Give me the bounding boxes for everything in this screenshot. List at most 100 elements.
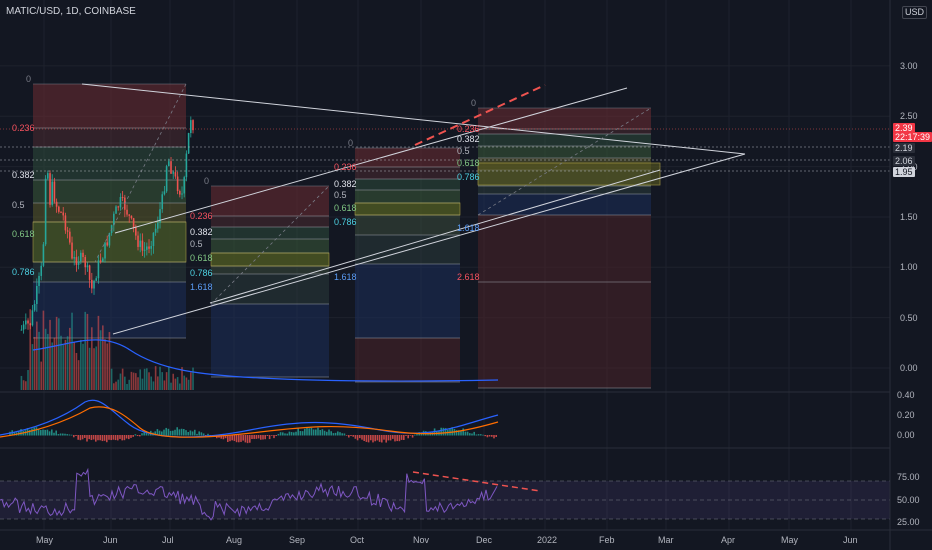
macd-histogram-bar [125, 435, 128, 439]
macd-histogram-bar [323, 430, 326, 436]
macd-histogram-bar [185, 430, 187, 436]
candle-body [159, 209, 161, 223]
macd-histogram-bar [128, 435, 130, 440]
rsi-axis-label: 25.00 [897, 517, 920, 527]
macd-histogram-bar [345, 435, 348, 436]
fib-retracement-boxes[interactable] [32, 83, 661, 389]
macd-histogram-bar [271, 435, 273, 436]
candle-body [157, 222, 159, 229]
macd-histogram-bar [187, 432, 189, 436]
candle-body [22, 324, 25, 330]
macd-histogram-bar [308, 428, 310, 436]
macd-histogram-bar [40, 430, 42, 436]
fib-label: 0 [471, 98, 477, 108]
volume-bar [77, 360, 80, 390]
candle-body [106, 242, 109, 246]
fib-label: 1.618 [457, 223, 480, 233]
currency-button[interactable]: USD [902, 6, 928, 19]
macd-histogram-bar [20, 429, 22, 436]
volume-bar [84, 311, 87, 390]
candle-body [179, 191, 181, 195]
macd-histogram-bar [409, 435, 412, 436]
volume-bar [25, 381, 27, 390]
macd-histogram-bar [352, 435, 354, 437]
macd-histogram-bar [361, 435, 363, 440]
macd-histogram-bar [367, 435, 370, 443]
fib-label: 0.786 [12, 267, 35, 277]
trendline-drawings[interactable] [0, 83, 890, 335]
volume-ma-line [32, 339, 499, 382]
candle-body [119, 197, 122, 208]
price-axis-label: 0.00 [900, 363, 918, 373]
macd-histogram-bar [200, 432, 203, 436]
candle-body [55, 201, 58, 207]
candle-body [172, 172, 175, 174]
volume-bar [42, 310, 45, 390]
candle-body [104, 242, 106, 259]
macd-histogram-bar [260, 435, 262, 440]
candle-body [93, 280, 95, 289]
volume-bar [66, 336, 69, 390]
macd-histogram-bar [101, 435, 104, 442]
macd-histogram-bar [315, 429, 317, 436]
macd-histogram-bar [334, 432, 337, 436]
volume-bar [121, 368, 124, 390]
macd-histogram-bar [73, 435, 75, 438]
macd-histogram-bar [75, 435, 77, 436]
macd-histogram-bar [249, 435, 251, 443]
macd-histogram-bar [196, 433, 198, 436]
volume-bar [157, 376, 159, 390]
macd-histogram-bar [114, 435, 117, 441]
macd-histogram-bar [473, 431, 475, 436]
macd-histogram-bar [460, 431, 462, 436]
macd-histogram-bar [398, 435, 401, 442]
macd-histogram-bar [469, 433, 471, 436]
candle-body [185, 153, 188, 178]
fib-label: 0.382 [457, 134, 480, 144]
candle-body [113, 213, 115, 226]
macd-histogram-bar [493, 435, 495, 439]
candle-body [115, 206, 117, 214]
macd-histogram-bar [134, 434, 137, 436]
fib-golden-zone [354, 202, 461, 216]
macd-histogram-bar [64, 433, 66, 436]
macd-histogram-bar [343, 433, 346, 436]
price-tag: 2.19 [893, 143, 915, 153]
candle-body [148, 246, 150, 249]
price-axis-label: 0.50 [900, 312, 918, 323]
macd-histogram-bar [350, 435, 352, 437]
fib-label: 1.618 [334, 272, 357, 282]
macd-histogram-bar [136, 435, 139, 437]
macd-histogram-bar [293, 432, 295, 436]
macd-histogram-bar [488, 435, 491, 437]
macd-histogram-bar [145, 431, 148, 436]
countdown-tag: 22:17:39 [893, 132, 932, 142]
macd-histogram-bar [242, 435, 244, 441]
time-axis-label: Apr [721, 535, 736, 545]
fib-band [33, 180, 186, 203]
macd-histogram-bar [389, 435, 392, 441]
candle-body [130, 215, 133, 219]
symbol-title[interactable]: MATIC/USD, 1D, COINBASE [6, 6, 136, 17]
candle-body [187, 133, 190, 154]
volume-bar [88, 347, 91, 390]
macd-axis-label: 0.20 [897, 410, 915, 420]
fib-band [33, 262, 186, 282]
volume-bar [146, 368, 148, 390]
rsi-axis-label: 75.00 [897, 472, 920, 482]
macd-histogram-bar [233, 435, 236, 441]
volume-bar [168, 366, 170, 390]
volume-bar [86, 313, 89, 390]
volume-bar [93, 348, 95, 390]
macd-histogram-bar [407, 435, 409, 439]
macd-histogram-bar [220, 435, 222, 439]
fib-band [478, 129, 651, 134]
time-axis-label: Jun [843, 535, 858, 545]
volume-bar [44, 328, 47, 390]
macd-histogram-bar [13, 432, 16, 436]
macd-histogram-bar [70, 434, 73, 436]
time-axis-label: Feb [599, 535, 615, 545]
volume-bar [71, 312, 73, 390]
macd-histogram-bar [475, 434, 478, 436]
